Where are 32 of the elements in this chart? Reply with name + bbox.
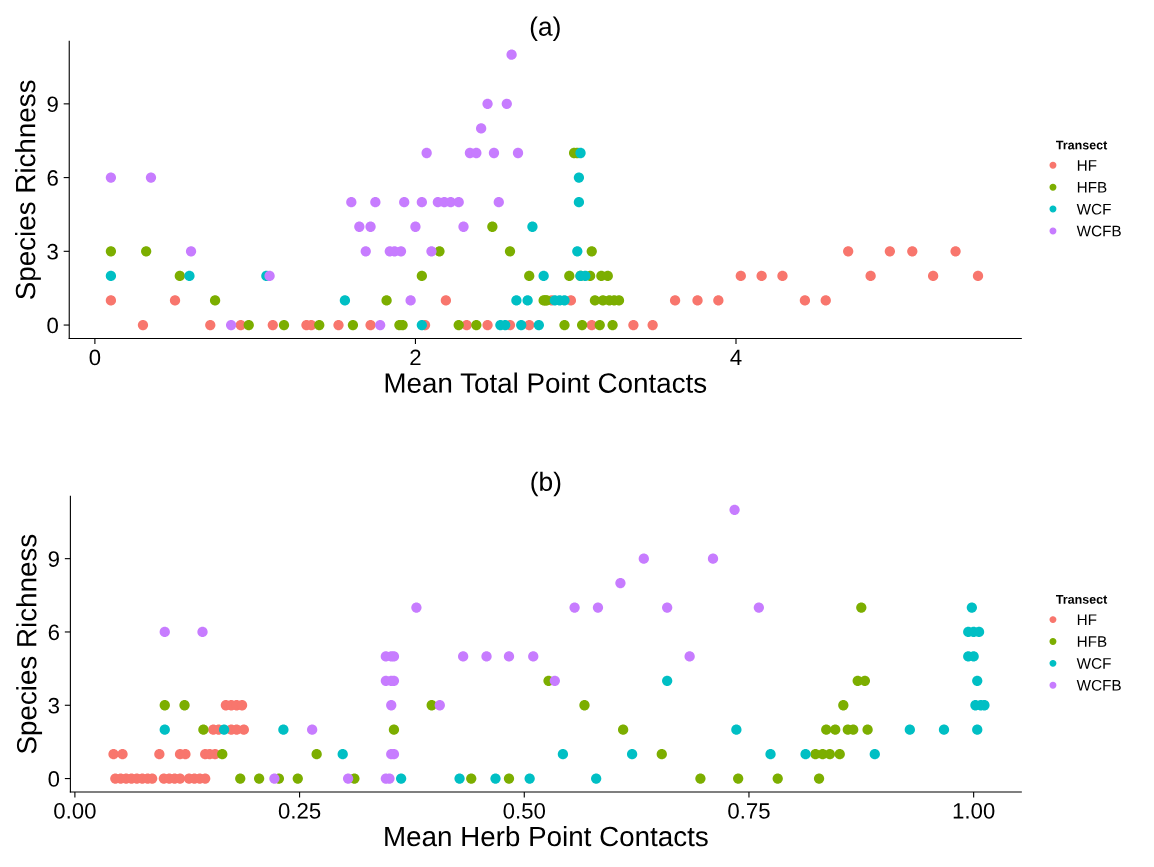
- y-tick-label: 6: [47, 170, 58, 186]
- x-tick-label: 0: [89, 349, 101, 366]
- chart-title: (b): [531, 471, 561, 497]
- legend-label: HFB: [1077, 182, 1107, 193]
- legend-label: WCF: [1076, 203, 1111, 215]
- x-tick-label: 0.25: [278, 803, 321, 819]
- chart-title: (a): [530, 16, 560, 42]
- y-axis-title: Species Richness: [15, 80, 41, 299]
- y-tick-label: 9: [47, 96, 58, 113]
- y-tick-label: 0: [47, 317, 58, 334]
- y-tick-label: 3: [48, 697, 59, 714]
- legend-label: WCFB: [1076, 225, 1121, 237]
- y-tick-label: 9: [48, 551, 59, 567]
- legend-label: HFB: [1077, 636, 1107, 647]
- y-tick-label: 0: [48, 771, 60, 787]
- legend-label: HF: [1077, 160, 1097, 171]
- x-tick-label: 0.00: [54, 803, 96, 819]
- legend-title: Transect: [1056, 140, 1108, 150]
- x-tick-label: 1.00: [953, 803, 995, 819]
- legend-title: Transect: [1055, 595, 1108, 604]
- legend-label: WCF: [1076, 658, 1111, 669]
- x-axis-title: Mean Herb Point Contacts: [385, 825, 708, 847]
- legend-label: WCFB: [1076, 679, 1121, 691]
- x-axis-title: Mean Total Point Contacts: [385, 372, 707, 393]
- y-axis-title: Species Richness: [16, 534, 43, 754]
- legend-label: HF: [1077, 614, 1097, 625]
- y-tick-label: 6: [48, 624, 59, 641]
- x-tick-label: 4: [730, 349, 742, 366]
- x-tick-label: 2: [410, 349, 421, 366]
- x-tick-label: 0.50: [503, 803, 546, 819]
- x-tick-label: 0.75: [728, 803, 770, 819]
- y-tick-label: 3: [47, 243, 58, 260]
